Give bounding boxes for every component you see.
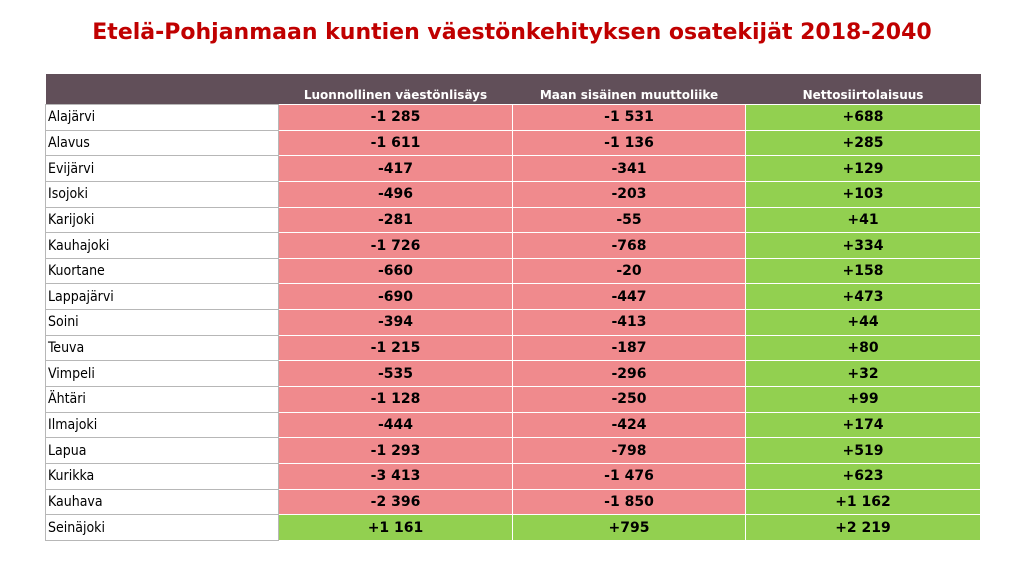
municipality-name: Kauhava (45, 488, 279, 516)
table-row: Alajärvi -1 285 -1 531 +688 (45, 104, 981, 131)
municipality-name: Kauhajoki (45, 232, 279, 259)
internal-migration-cell: +795 (512, 514, 746, 541)
natural-increase-cell: -3 413 (278, 462, 513, 490)
net-immigration-cell: +158 (745, 257, 981, 285)
table-row: Kauhava -2 396 -1 850 +1 162 (45, 488, 981, 516)
net-immigration-cell: +1 162 (745, 488, 981, 516)
internal-migration-cell: -798 (512, 437, 746, 464)
table-row: Evijärvi -417 -341 +129 (45, 155, 981, 182)
population-components-table: Luonnollinen väestönlisäys Maan sisäinen… (45, 74, 981, 541)
table-row: Karijoki -281 -55 +41 (45, 206, 981, 234)
municipality-name: Soini (45, 309, 279, 336)
net-immigration-cell: +41 (745, 206, 981, 234)
internal-migration-cell: -1 136 (512, 129, 746, 157)
net-immigration-cell: +99 (745, 386, 981, 413)
table-row: Isojoki -496 -203 +103 (45, 180, 981, 208)
page-title: Etelä-Pohjanmaan kuntien väestönkehityks… (92, 20, 932, 45)
municipality-name: Kuortane (45, 257, 279, 285)
net-immigration-cell: +44 (745, 309, 981, 336)
internal-migration-cell: -203 (512, 180, 746, 208)
net-immigration-cell: +285 (745, 129, 981, 157)
net-immigration-cell: +103 (745, 180, 981, 208)
natural-increase-cell: -1 285 (278, 104, 513, 131)
municipality-name: Alavus (45, 129, 279, 157)
natural-increase-cell: -496 (278, 180, 513, 208)
header-internal-migration: Maan sisäinen muuttoliike (512, 74, 746, 105)
net-immigration-cell: +174 (745, 411, 981, 439)
net-immigration-cell: +32 (745, 360, 981, 388)
header-natural-increase: Luonnollinen väestönlisäys (278, 74, 513, 105)
internal-migration-cell: -447 (512, 283, 746, 311)
net-immigration-cell: +2 219 (745, 514, 981, 541)
net-immigration-cell: +688 (745, 104, 981, 131)
internal-migration-cell: -1 850 (512, 488, 746, 516)
table-row: Lapua -1 293 -798 +519 (45, 437, 981, 464)
municipality-name: Ilmajoki (45, 411, 279, 439)
net-immigration-cell: +473 (745, 283, 981, 311)
internal-migration-cell: -55 (512, 206, 746, 234)
natural-increase-cell: -281 (278, 206, 513, 234)
municipality-name: Lapua (45, 437, 279, 464)
table-row: Ilmajoki -444 -424 +174 (45, 411, 981, 439)
table-row: Teuva -1 215 -187 +80 (45, 334, 981, 362)
table-row: Soini -394 -413 +44 (45, 309, 981, 336)
natural-increase-cell: -417 (278, 155, 513, 182)
internal-migration-cell: -1 531 (512, 104, 746, 131)
internal-migration-cell: -413 (512, 309, 746, 336)
municipality-name: Evijärvi (45, 155, 279, 182)
table-row: Vimpeli -535 -296 +32 (45, 360, 981, 388)
table-row: Lappajärvi -690 -447 +473 (45, 283, 981, 311)
natural-increase-cell: -690 (278, 283, 513, 311)
table-row: Seinäjoki +1 161 +795 +2 219 (45, 514, 981, 541)
municipality-name: Kurikka (45, 462, 279, 490)
municipality-name: Karijoki (45, 206, 279, 234)
municipality-name: Lappajärvi (45, 283, 279, 311)
header-net-immigration: Nettosiirtolaisuus (745, 74, 981, 105)
internal-migration-cell: -250 (512, 386, 746, 413)
natural-increase-cell: -394 (278, 309, 513, 336)
net-immigration-cell: +519 (745, 437, 981, 464)
internal-migration-cell: -296 (512, 360, 746, 388)
natural-increase-cell: -535 (278, 360, 513, 388)
internal-migration-cell: -424 (512, 411, 746, 439)
municipality-name: Isojoki (45, 180, 279, 208)
header-municipality (45, 74, 279, 105)
municipality-name: Vimpeli (45, 360, 279, 388)
net-immigration-cell: +623 (745, 462, 981, 490)
municipality-name: Ähtäri (45, 386, 279, 413)
natural-increase-cell: -1 128 (278, 386, 513, 413)
internal-migration-cell: -187 (512, 334, 746, 362)
natural-increase-cell: -1 726 (278, 232, 513, 259)
municipality-name: Alajärvi (45, 104, 279, 131)
natural-increase-cell: -1 611 (278, 129, 513, 157)
natural-increase-cell: -2 396 (278, 488, 513, 516)
municipality-name: Teuva (45, 334, 279, 362)
natural-increase-cell: -444 (278, 411, 513, 439)
natural-increase-cell: -1 293 (278, 437, 513, 464)
natural-increase-cell: -1 215 (278, 334, 513, 362)
internal-migration-cell: -1 476 (512, 462, 746, 490)
table-row: Kauhajoki -1 726 -768 +334 (45, 232, 981, 259)
net-immigration-cell: +80 (745, 334, 981, 362)
net-immigration-cell: +334 (745, 232, 981, 259)
internal-migration-cell: -768 (512, 232, 746, 259)
natural-increase-cell: -660 (278, 257, 513, 285)
table-row: Ähtäri -1 128 -250 +99 (45, 386, 981, 413)
internal-migration-cell: -20 (512, 257, 746, 285)
natural-increase-cell: +1 161 (278, 514, 513, 541)
municipality-name: Seinäjoki (45, 514, 279, 541)
table-header-row: Luonnollinen väestönlisäys Maan sisäinen… (45, 74, 981, 105)
internal-migration-cell: -341 (512, 155, 746, 182)
table-row: Kuortane -660 -20 +158 (45, 257, 981, 285)
table-row: Kurikka -3 413 -1 476 +623 (45, 462, 981, 490)
net-immigration-cell: +129 (745, 155, 981, 182)
table-row: Alavus -1 611 -1 136 +285 (45, 129, 981, 157)
